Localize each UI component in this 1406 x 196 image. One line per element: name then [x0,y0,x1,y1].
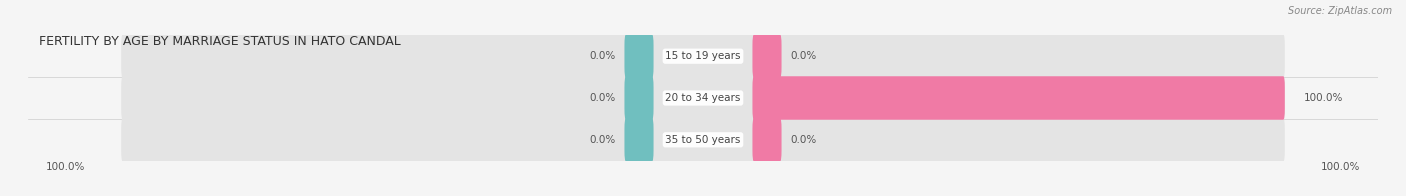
Text: 0.0%: 0.0% [589,135,616,145]
FancyBboxPatch shape [752,76,1285,120]
FancyBboxPatch shape [121,118,1285,162]
Text: 15 to 19 years: 15 to 19 years [665,51,741,61]
Text: 0.0%: 0.0% [589,51,616,61]
Text: 100.0%: 100.0% [45,162,84,172]
FancyBboxPatch shape [121,76,1285,120]
FancyBboxPatch shape [752,34,782,78]
Text: Source: ZipAtlas.com: Source: ZipAtlas.com [1288,6,1392,16]
FancyBboxPatch shape [624,76,654,120]
Text: 100.0%: 100.0% [1303,93,1343,103]
FancyBboxPatch shape [624,118,654,162]
FancyBboxPatch shape [121,34,1285,78]
Text: FERTILITY BY AGE BY MARRIAGE STATUS IN HATO CANDAL: FERTILITY BY AGE BY MARRIAGE STATUS IN H… [39,35,401,48]
Text: 20 to 34 years: 20 to 34 years [665,93,741,103]
Text: 35 to 50 years: 35 to 50 years [665,135,741,145]
Text: 100.0%: 100.0% [1322,162,1361,172]
Text: 0.0%: 0.0% [790,135,817,145]
FancyBboxPatch shape [624,34,654,78]
Text: 0.0%: 0.0% [790,51,817,61]
Text: 0.0%: 0.0% [589,93,616,103]
FancyBboxPatch shape [752,118,782,162]
